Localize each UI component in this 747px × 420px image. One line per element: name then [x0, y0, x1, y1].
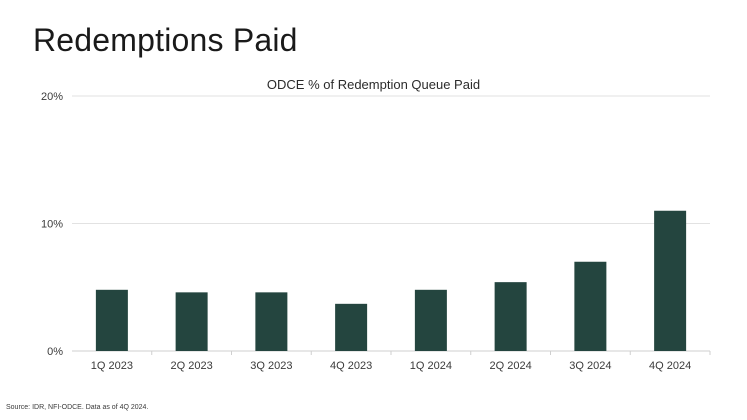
- source-note: Source: IDR, NFI-ODCE. Data as of 4Q 202…: [6, 404, 149, 411]
- x-tick-label: 2Q 2024: [490, 360, 532, 372]
- y-tick-label: 10%: [41, 219, 63, 231]
- x-tick-label: 4Q 2024: [649, 360, 691, 372]
- y-tick-label: 20%: [41, 91, 63, 103]
- x-tick-label: 3Q 2024: [569, 360, 611, 372]
- chart: ODCE % of Redemption Queue Paid 0% 10% 20%…: [0, 70, 747, 390]
- bar: [95, 289, 128, 351]
- x-tick-label: 2Q 2023: [171, 360, 213, 372]
- bar: [654, 210, 687, 351]
- y-tick-label: 0%: [47, 346, 63, 358]
- bar: [335, 303, 368, 351]
- bar-chart-svg: 0% 10% 20% 1Q 2023 2Q 2023 3Q 2023 4Q 2023 1Q 2…: [41, 91, 711, 372]
- x-tick-label: 3Q 2023: [250, 360, 292, 372]
- bar: [255, 292, 288, 351]
- bar: [175, 292, 208, 351]
- page-title: Redemptions Paid: [33, 22, 298, 58]
- x-tick-label: 4Q 2023: [330, 360, 372, 372]
- chart-title: ODCE % of Redemption Queue Paid: [266, 77, 481, 92]
- bar: [414, 289, 447, 351]
- x-tick-label: 1Q 2024: [410, 360, 452, 372]
- bar: [494, 282, 527, 351]
- bar: [574, 261, 607, 351]
- x-tick-label: 1Q 2023: [91, 360, 133, 372]
